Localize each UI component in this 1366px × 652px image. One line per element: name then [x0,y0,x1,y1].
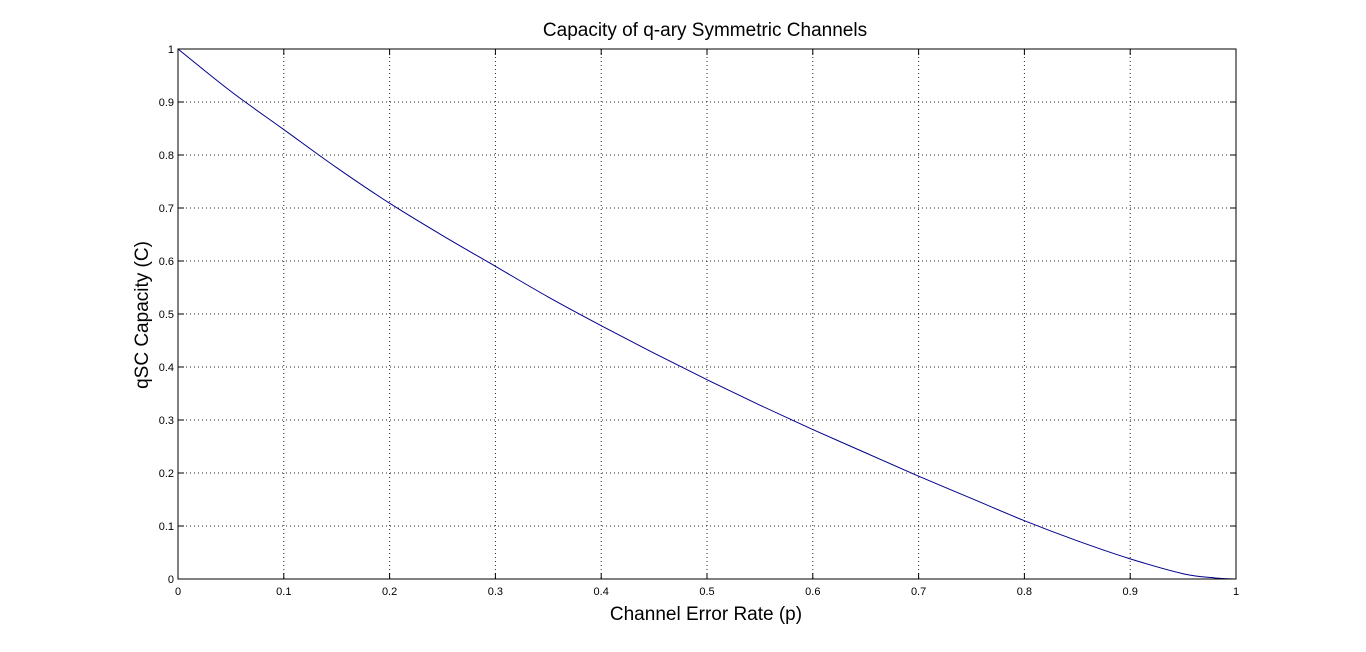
x-tick-label: 1 [1233,586,1239,598]
tick-marks [177,48,1237,580]
x-tick-label: 0.1 [276,586,291,598]
y-tick-label: 0.2 [159,468,174,480]
x-tick-label: 0 [175,586,181,598]
x-tick-label: 0.9 [1123,586,1138,598]
x-tick-label: 0.3 [488,586,503,598]
y-tick-label: 0 [168,574,174,586]
y-tick-labels: 0 0.1 0.2 0.3 0.4 0.5 0.6 0.7 0.8 0.9 1 [159,44,174,586]
chart-title: Capacity of q-ary Symmetric Channels [543,20,867,41]
y-tick-label: 0.4 [159,362,174,374]
x-tick-label: 0.7 [911,586,926,598]
series-layer [177,48,1237,580]
y-axis-title: qSC Capacity (C) [132,241,153,389]
y-tick-label: 0.7 [159,203,174,215]
x-tick-label: 0.2 [382,586,397,598]
y-tick-label: 0.9 [159,97,174,109]
y-tick-label: 0.6 [159,256,174,268]
x-axis-title: Channel Error Rate (p) [610,604,802,625]
series-line [177,48,1237,580]
grid [178,49,1236,579]
y-tick-label: 0.3 [159,415,174,427]
y-tick-label: 0.8 [159,150,174,162]
y-tick-label: 0.1 [159,521,174,533]
x-tick-labels: 0 0.1 0.2 0.3 0.4 0.5 0.6 0.7 0.8 0.9 1 [175,586,1239,598]
x-tick-label: 0.8 [1017,586,1032,598]
x-tick-label: 0.5 [699,586,714,598]
x-tick-label: 0.6 [805,586,820,598]
y-tick-label: 0.5 [159,309,174,321]
y-tick-label: 1 [168,44,174,56]
x-tick-label: 0.4 [594,586,609,598]
